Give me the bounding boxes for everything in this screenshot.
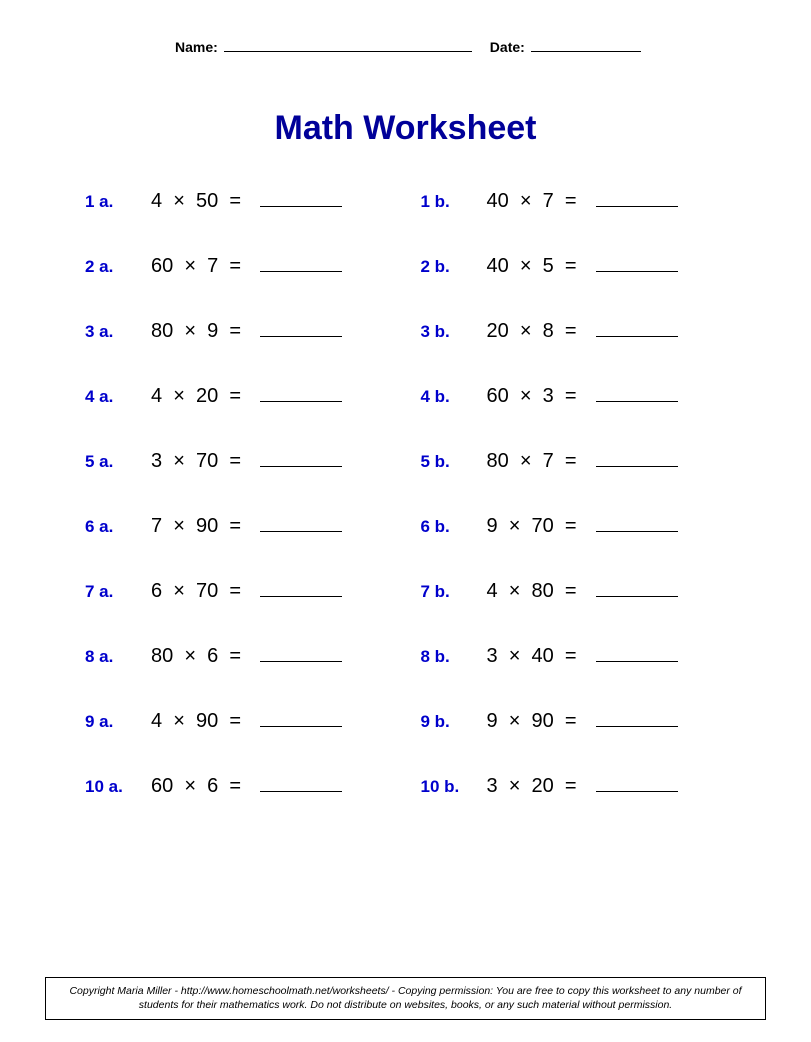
- problem-label: 1 a.: [85, 192, 133, 212]
- answer-blank[interactable]: [596, 581, 678, 597]
- answer-blank[interactable]: [596, 386, 678, 402]
- problem-row: 2 b. 40 × 5 =: [421, 255, 757, 278]
- problem-row: 10 b. 3 × 20 =: [421, 775, 757, 798]
- problem-expression: 80 × 9 =: [151, 320, 252, 343]
- problem-row: 7 b. 4 × 80 =: [421, 580, 757, 603]
- problem-row: 10 a. 60 × 6 =: [85, 775, 421, 798]
- answer-blank[interactable]: [596, 191, 678, 207]
- problem-label: 8 b.: [421, 647, 469, 667]
- problem-label: 6 b.: [421, 517, 469, 537]
- problem-expression: 9 × 90 =: [487, 710, 588, 733]
- name-label: Name:: [175, 39, 218, 55]
- problem-label: 7 b.: [421, 582, 469, 602]
- problem-label: 1 b.: [421, 192, 469, 212]
- problem-expression: 4 × 80 =: [487, 580, 588, 603]
- problem-row: 3 a. 80 × 9 =: [85, 320, 421, 343]
- answer-blank[interactable]: [260, 711, 342, 727]
- problem-label: 8 a.: [85, 647, 133, 667]
- answer-blank[interactable]: [596, 646, 678, 662]
- answer-blank[interactable]: [260, 581, 342, 597]
- problem-expression: 9 × 70 =: [487, 515, 588, 538]
- worksheet-title: Math Worksheet: [45, 109, 766, 148]
- problem-expression: 4 × 90 =: [151, 710, 252, 733]
- problem-expression: 3 × 20 =: [487, 775, 588, 798]
- problem-row: 5 a. 3 × 70 =: [85, 450, 421, 473]
- problem-expression: 40 × 7 =: [487, 190, 588, 213]
- problem-expression: 60 × 3 =: [487, 385, 588, 408]
- problem-label: 7 a.: [85, 582, 133, 602]
- problem-row: 9 a. 4 × 90 =: [85, 710, 421, 733]
- problem-row: 5 b. 80 × 7 =: [421, 450, 757, 473]
- problem-label: 2 a.: [85, 257, 133, 277]
- problem-expression: 3 × 70 =: [151, 450, 252, 473]
- problem-expression: 60 × 7 =: [151, 255, 252, 278]
- problem-label: 5 b.: [421, 452, 469, 472]
- answer-blank[interactable]: [260, 776, 342, 792]
- answer-blank[interactable]: [596, 451, 678, 467]
- problem-row: 2 a. 60 × 7 =: [85, 255, 421, 278]
- worksheet-page: Name: Date: Math Worksheet 1 a. 4 × 50 = …: [0, 0, 811, 1042]
- problem-expression: 4 × 20 =: [151, 385, 252, 408]
- answer-blank[interactable]: [260, 516, 342, 532]
- problem-row: 6 a. 7 × 90 =: [85, 515, 421, 538]
- problem-expression: 60 × 6 =: [151, 775, 252, 798]
- problem-row: 4 a. 4 × 20 =: [85, 385, 421, 408]
- date-label: Date:: [490, 39, 525, 55]
- header-line: Name: Date:: [175, 38, 766, 55]
- answer-blank[interactable]: [260, 321, 342, 337]
- problem-expression: 4 × 50 =: [151, 190, 252, 213]
- problem-row: 8 a. 80 × 6 =: [85, 645, 421, 668]
- problem-label: 10 a.: [85, 777, 133, 797]
- name-blank[interactable]: [224, 38, 472, 52]
- problem-label: 3 a.: [85, 322, 133, 342]
- problem-expression: 3 × 40 =: [487, 645, 588, 668]
- problem-row: 9 b. 9 × 90 =: [421, 710, 757, 733]
- answer-blank[interactable]: [260, 386, 342, 402]
- copyright-footer: Copyright Maria Miller - http://www.home…: [45, 977, 766, 1020]
- problem-row: 3 b. 20 × 8 =: [421, 320, 757, 343]
- date-blank[interactable]: [531, 38, 641, 52]
- problem-label: 10 b.: [421, 777, 469, 797]
- problem-row: 4 b. 60 × 3 =: [421, 385, 757, 408]
- problem-label: 4 a.: [85, 387, 133, 407]
- problem-row: 6 b. 9 × 70 =: [421, 515, 757, 538]
- answer-blank[interactable]: [596, 776, 678, 792]
- problem-row: 1 b. 40 × 7 =: [421, 190, 757, 213]
- problem-label: 5 a.: [85, 452, 133, 472]
- problem-expression: 6 × 70 =: [151, 580, 252, 603]
- answer-blank[interactable]: [596, 711, 678, 727]
- problem-row: 1 a. 4 × 50 =: [85, 190, 421, 213]
- answer-blank[interactable]: [596, 516, 678, 532]
- answer-blank[interactable]: [596, 256, 678, 272]
- answer-blank[interactable]: [260, 191, 342, 207]
- problem-label: 9 b.: [421, 712, 469, 732]
- problem-label: 9 a.: [85, 712, 133, 732]
- problems-grid: 1 a. 4 × 50 = 1 b. 40 × 7 = 2 a. 60 × 7 = 2…: [45, 190, 766, 798]
- problem-row: 8 b. 3 × 40 =: [421, 645, 757, 668]
- problem-label: 4 b.: [421, 387, 469, 407]
- answer-blank[interactable]: [260, 646, 342, 662]
- problem-expression: 20 × 8 =: [487, 320, 588, 343]
- problem-label: 3 b.: [421, 322, 469, 342]
- problem-expression: 7 × 90 =: [151, 515, 252, 538]
- problem-label: 2 b.: [421, 257, 469, 277]
- answer-blank[interactable]: [260, 256, 342, 272]
- problem-label: 6 a.: [85, 517, 133, 537]
- problem-expression: 40 × 5 =: [487, 255, 588, 278]
- answer-blank[interactable]: [260, 451, 342, 467]
- problem-expression: 80 × 7 =: [487, 450, 588, 473]
- answer-blank[interactable]: [596, 321, 678, 337]
- problem-row: 7 a. 6 × 70 =: [85, 580, 421, 603]
- problem-expression: 80 × 6 =: [151, 645, 252, 668]
